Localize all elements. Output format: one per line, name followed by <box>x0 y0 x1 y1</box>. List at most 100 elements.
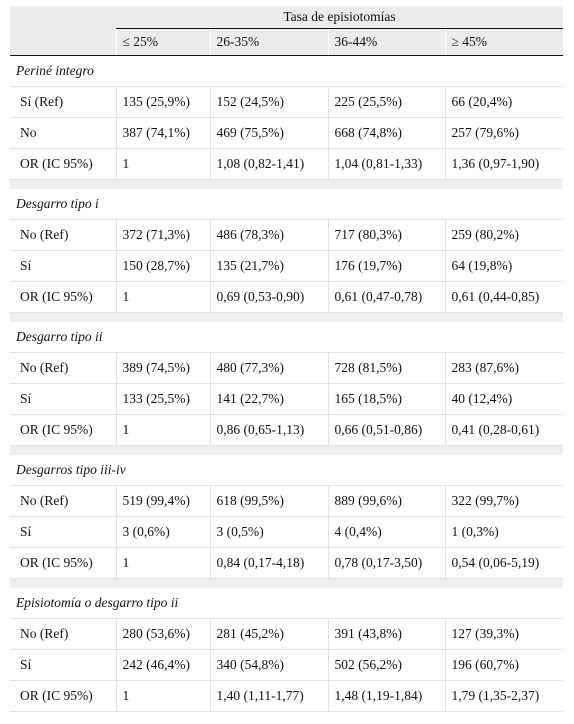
table-body: Tasa de episiotomías ≤ 25% 26-35% 36-44%… <box>10 6 564 712</box>
table-cell: 150 (28,7%) <box>115 250 210 282</box>
table-row: OR (IC 95%) 1 1,08 (0,82-1,41) 1,04 (0,81-1… <box>10 148 564 180</box>
table-cell: 141 (22,7%) <box>209 383 328 415</box>
row-label: OR (IC 95%) <box>10 680 116 712</box>
table-cell: 480 (77,3%) <box>209 352 328 384</box>
table-cell: 1 <box>115 414 210 446</box>
header-group-label: Tasa de episiotomías <box>116 6 564 29</box>
table-cell: 176 (19,7%) <box>327 250 445 282</box>
table-row: No (Ref) 519 (99,4%) 618 (99,5%) 889 (99,6%… <box>10 485 564 517</box>
table-cell: 322 (99,7%) <box>444 485 564 517</box>
table-cell: 1 <box>115 148 210 180</box>
row-label: No (Ref) <box>10 219 116 251</box>
section-spacer-cell <box>10 312 564 322</box>
table-row: OR (IC 95%) 1 0,84 (0,17-4,18) 0,78 (0,17-3… <box>10 547 564 579</box>
section-spacer-cell <box>10 578 564 588</box>
table-cell: 242 (46,4%) <box>115 649 210 681</box>
section-spacer-cell <box>10 445 564 455</box>
section-header-row: Desgarros tipo iii-iv <box>10 455 564 486</box>
section-spacer <box>10 445 564 455</box>
section-header-row: Periné integro <box>10 55 564 87</box>
table-cell: 1,08 (0,82-1,41) <box>209 148 328 180</box>
section-spacer <box>10 578 564 588</box>
header-columns-row: ≤ 25% 26-35% 36-44% ≥ 45% <box>10 28 564 56</box>
table-cell: 1,40 (1,11-1,77) <box>209 680 328 712</box>
table-cell: 1 (0,3%) <box>444 516 564 548</box>
table-row: No (Ref) 372 (71,3%) 486 (78,3%) 717 (80,3%… <box>10 219 564 251</box>
table-row: Sí 242 (46,4%) 340 (54,8%) 502 (56,2%) 196 (… <box>10 649 564 681</box>
row-label: Sí <box>10 250 116 282</box>
table-cell: 391 (43,8%) <box>327 618 445 650</box>
table-cell: 0,61 (0,47-0,78) <box>327 281 445 313</box>
table-cell: 618 (99,5%) <box>209 485 328 517</box>
table-cell: 1,79 (1,35-2,37) <box>444 680 564 712</box>
table-cell: 259 (80,2%) <box>444 219 564 251</box>
table-cell: 0,86 (0,65-1,13) <box>209 414 328 446</box>
table-cell: 389 (74,5%) <box>115 352 210 384</box>
section-title: Desgarro tipo ii <box>10 322 564 353</box>
row-label: Sí (Ref) <box>10 86 116 118</box>
table-cell: 387 (74,1%) <box>115 117 210 149</box>
table-cell: 165 (18,5%) <box>327 383 445 415</box>
table-cell: 40 (12,4%) <box>444 383 564 415</box>
section-title: Desgarros tipo iii-iv <box>10 455 564 486</box>
table-cell: 0,54 (0,06-5,19) <box>444 547 564 579</box>
table-cell: 0,61 (0,44-0,85) <box>444 281 564 313</box>
row-label: No (Ref) <box>10 618 116 650</box>
table-row: No 387 (74,1%) 469 (75,5%) 668 (74,8%) 257 (… <box>10 117 564 149</box>
table-cell: 372 (71,3%) <box>115 219 210 251</box>
table-cell: 340 (54,8%) <box>209 649 328 681</box>
table-row: OR (IC 95%) 1 1,40 (1,11-1,77) 1,48 (1,19-1… <box>10 680 564 712</box>
table-cell: 1 <box>115 680 210 712</box>
table-cell: 135 (25,9%) <box>115 86 210 118</box>
table-cell: 0,78 (0,17-3,50) <box>327 547 445 579</box>
row-label: No (Ref) <box>10 352 116 384</box>
table-cell: 717 (80,3%) <box>327 219 445 251</box>
row-label: OR (IC 95%) <box>10 148 116 180</box>
row-label: Sí <box>10 383 116 415</box>
table-cell: 4 (0,4%) <box>327 516 445 548</box>
row-label: OR (IC 95%) <box>10 547 116 579</box>
column-header: ≤ 25% <box>115 28 210 56</box>
header-empty-cell <box>10 28 116 56</box>
table-cell: 469 (75,5%) <box>209 117 328 149</box>
section-spacer-cell <box>10 179 564 189</box>
table-row: Sí 133 (25,5%) 141 (22,7%) 165 (18,5%) 40 (1… <box>10 383 564 415</box>
header-empty-cell <box>10 6 116 29</box>
section-title: Periné integro <box>10 55 564 87</box>
section-header-row: Desgarro tipo ii <box>10 322 564 353</box>
table-cell: 668 (74,8%) <box>327 117 445 149</box>
table-cell: 486 (78,3%) <box>209 219 328 251</box>
table-cell: 127 (39,3%) <box>444 618 564 650</box>
table-cell: 0,66 (0,51-0,86) <box>327 414 445 446</box>
row-label: No (Ref) <box>10 485 116 517</box>
row-label: OR (IC 95%) <box>10 414 116 446</box>
results-table-container: Tasa de episiotomías ≤ 25% 26-35% 36-44%… <box>10 6 564 712</box>
section-title: Desgarro tipo i <box>10 189 564 220</box>
table-cell: 1 <box>115 281 210 313</box>
section-spacer <box>10 179 564 189</box>
table-row: Sí 3 (0,6%) 3 (0,5%) 4 (0,4%) 1 (0,3%) <box>10 516 564 548</box>
table-cell: 133 (25,5%) <box>115 383 210 415</box>
table-cell: 280 (53,6%) <box>115 618 210 650</box>
section-header-row: Episiotomía o desgarro tipo ii <box>10 588 564 619</box>
table-cell: 0,69 (0,53-0,90) <box>209 281 328 313</box>
section-header-row: Desgarro tipo i <box>10 189 564 220</box>
header-group-row: Tasa de episiotomías <box>10 6 564 29</box>
table-row: Sí (Ref) 135 (25,9%) 152 (24,5%) 225 (25,5%… <box>10 86 564 118</box>
column-header: 26-35% <box>209 28 328 56</box>
row-label: No <box>10 117 116 149</box>
table-cell: 889 (99,6%) <box>327 485 445 517</box>
table-cell: 152 (24,5%) <box>209 86 328 118</box>
column-header: 36-44% <box>327 28 445 56</box>
table-cell: 66 (20,4%) <box>444 86 564 118</box>
row-label: Sí <box>10 649 116 681</box>
section-title: Episiotomía o desgarro tipo ii <box>10 588 564 619</box>
section-spacer <box>10 312 564 322</box>
table-row: OR (IC 95%) 1 0,86 (0,65-1,13) 0,66 (0,51-0… <box>10 414 564 446</box>
table-row: OR (IC 95%) 1 0,69 (0,53-0,90) 0,61 (0,47-0… <box>10 281 564 313</box>
table-row: No (Ref) 389 (74,5%) 480 (77,3%) 728 (81,5%… <box>10 352 564 384</box>
table-cell: 3 (0,6%) <box>115 516 210 548</box>
table-cell: 728 (81,5%) <box>327 352 445 384</box>
table-cell: 1,48 (1,19-1,84) <box>327 680 445 712</box>
table-cell: 196 (60,7%) <box>444 649 564 681</box>
